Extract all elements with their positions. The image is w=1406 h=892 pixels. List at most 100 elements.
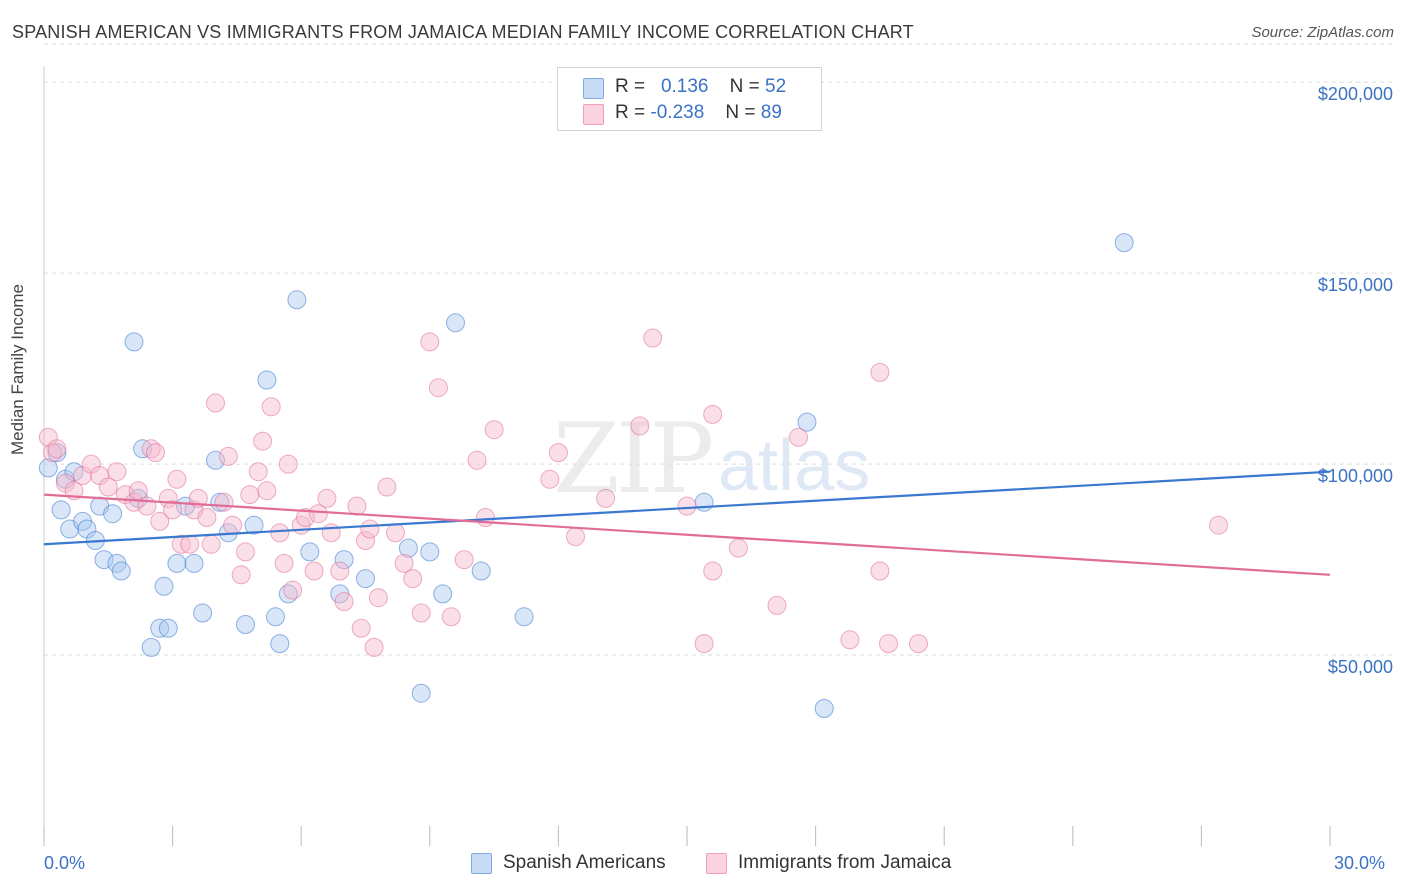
point-jamaica-81 [870, 561, 890, 581]
point-spanish-americans-30 [257, 370, 277, 390]
y-tick-label-200000: $200,000 [1317, 84, 1393, 104]
point-jamaica-45 [317, 488, 337, 508]
point-jamaica-56 [386, 523, 405, 543]
y-axis-label: Median Family Income [8, 283, 27, 455]
trendline-spanish-americans [43, 470, 1331, 546]
point-jamaica-83 [909, 634, 928, 654]
bottom-legend-label-blue: Spanish Americans [503, 852, 666, 873]
bottom-legend-label-pink: Immigrants from Jamaica [738, 852, 952, 873]
point-jamaica-25 [201, 534, 221, 554]
point-jamaica-76 [703, 561, 723, 581]
point-jamaica-71 [630, 416, 650, 436]
point-spanish-americans-13 [111, 561, 131, 581]
point-jamaica-78 [767, 595, 787, 615]
point-jamaica-2 [47, 439, 67, 459]
point-jamaica-73 [677, 496, 697, 516]
point-jamaica-72 [643, 328, 663, 348]
point-jamaica-60 [420, 332, 440, 352]
point-jamaica-29 [223, 515, 243, 535]
point-jamaica-66 [467, 450, 487, 470]
point-jamaica-70 [596, 488, 616, 508]
point-spanish-americans-45 [514, 607, 534, 627]
legend-swatch-blue [583, 78, 604, 99]
point-jamaica-68 [548, 443, 568, 463]
point-jamaica-26 [206, 393, 225, 413]
point-jamaica-75 [694, 634, 714, 654]
point-spanish-americans-0 [38, 458, 58, 478]
point-spanish-americans-40 [411, 683, 431, 703]
point-jamaica-30 [231, 565, 251, 585]
point-spanish-americans-34 [287, 290, 307, 310]
point-jamaica-44 [308, 504, 328, 524]
point-jamaica-21 [180, 534, 200, 554]
watermark-zip: ZIP [553, 403, 714, 515]
point-jamaica-79 [789, 427, 808, 447]
point-jamaica-52 [360, 519, 380, 539]
point-spanish-americans-23 [184, 553, 204, 573]
point-spanish-americans-19 [154, 576, 174, 596]
point-jamaica-34 [253, 431, 273, 451]
point-jamaica-58 [403, 569, 423, 589]
point-spanish-americans-11 [103, 504, 123, 524]
trendline-jamaica [43, 493, 1331, 576]
point-jamaica-35 [257, 481, 277, 501]
point-spanish-americans-46 [694, 492, 714, 512]
point-jamaica-63 [454, 550, 474, 570]
point-jamaica-15 [146, 443, 165, 463]
point-jamaica-50 [351, 618, 371, 638]
point-jamaica-54 [368, 588, 388, 608]
point-spanish-americans-31 [266, 607, 285, 627]
point-jamaica-82 [879, 634, 898, 654]
point-jamaica-69 [566, 527, 585, 547]
point-spanish-americans-38 [356, 569, 375, 589]
point-jamaica-74 [703, 404, 723, 424]
legend-stats-pink: R = -0.238 N = 89 [615, 102, 782, 123]
point-spanish-americans-47 [797, 412, 817, 432]
point-jamaica-49 [347, 496, 367, 516]
point-jamaica-36 [261, 397, 281, 417]
bottom-legend-swatch-pink [706, 853, 727, 874]
point-jamaica-84 [870, 362, 890, 382]
point-jamaica-46 [321, 523, 341, 543]
point-spanish-americans-42 [433, 584, 453, 604]
y-tick-label-100000: $100,000 [1317, 466, 1393, 486]
point-jamaica-48 [334, 592, 354, 612]
point-jamaica-8 [98, 477, 118, 497]
point-jamaica-18 [163, 500, 183, 520]
point-jamaica-57 [394, 553, 414, 573]
source-credit: Source: ZipAtlas.com [1251, 24, 1394, 41]
point-spanish-americans-14 [124, 332, 144, 352]
point-jamaica-64 [476, 508, 495, 527]
point-spanish-americans-35 [300, 542, 320, 562]
point-jamaica-27 [214, 492, 234, 512]
point-spanish-americans-48 [814, 699, 834, 718]
point-spanish-americans-28 [236, 615, 255, 634]
point-spanish-americans-37 [334, 550, 354, 570]
point-jamaica-47 [330, 561, 350, 581]
point-jamaica-51 [356, 531, 375, 550]
point-jamaica-37 [270, 523, 290, 543]
point-spanish-americans-44 [471, 561, 491, 581]
point-spanish-americans-10 [94, 550, 114, 570]
legend-stats-blue: R = 0.136 N = 52 [615, 76, 787, 97]
point-jamaica-16 [150, 511, 170, 531]
chart-title: SPANISH AMERICAN VS IMMIGRANTS FROM JAMA… [12, 22, 914, 42]
legend-swatch-pink [583, 104, 604, 125]
point-jamaica-11 [124, 492, 144, 512]
point-jamaica-33 [248, 462, 268, 482]
point-jamaica-80 [840, 630, 860, 650]
point-jamaica-42 [296, 508, 315, 527]
point-jamaica-62 [441, 607, 461, 627]
point-jamaica-31 [236, 542, 255, 562]
point-spanish-americans-32 [270, 634, 290, 654]
y-tick-label-50000: $50,000 [1327, 657, 1393, 677]
bottom-legend-swatch-blue [471, 853, 492, 874]
point-jamaica-32 [240, 485, 260, 505]
y-tick-label-150000: $150,000 [1317, 275, 1393, 295]
point-jamaica-59 [411, 603, 431, 623]
point-jamaica-67 [540, 469, 560, 489]
point-jamaica-43 [304, 561, 324, 581]
point-jamaica-28 [218, 446, 238, 466]
x-tick-label-min: 0.0% [44, 853, 86, 873]
